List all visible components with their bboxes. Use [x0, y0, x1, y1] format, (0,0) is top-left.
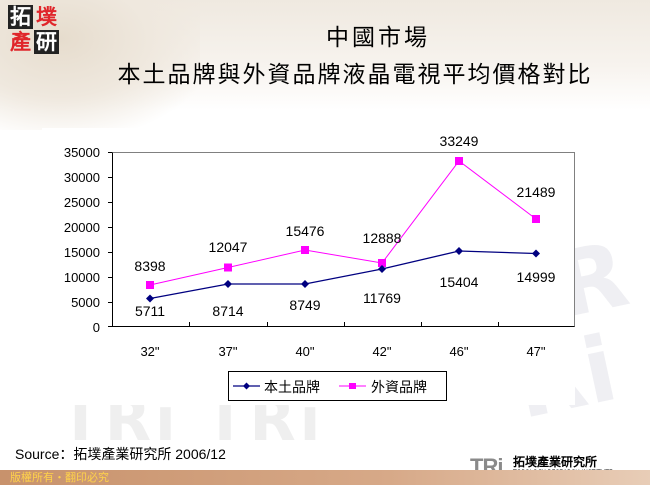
y-tick-label: 0 — [92, 320, 100, 335]
page-title: 中國市場 — [326, 25, 430, 51]
y-tick-label: 25000 — [63, 195, 100, 210]
data-label-local: 14999 — [516, 269, 556, 285]
x-tick-label: 40" — [295, 344, 315, 359]
y-tick-label: 5000 — [71, 295, 100, 310]
logo: 拓 墣 產 研 — [8, 5, 60, 55]
copyright-text: 版權所有・翻印必究 — [10, 471, 109, 484]
data-label-foreign: 21489 — [516, 184, 556, 200]
x-tick-label: 37" — [218, 344, 238, 359]
plot-area — [112, 152, 575, 327]
logo-char: 墣 — [36, 5, 57, 29]
y-tick-label: 35000 — [63, 145, 100, 160]
data-label-foreign: 12888 — [362, 230, 402, 246]
y-tick-label: 20000 — [63, 220, 100, 235]
logo-char: 研 — [34, 30, 59, 54]
chart-panel — [42, 128, 575, 405]
data-label-foreign: 8398 — [134, 258, 166, 274]
data-label-local: 5711 — [134, 303, 166, 319]
chart-legend: 本土品牌 外資品牌 — [228, 371, 447, 401]
x-tick-label: 46" — [449, 344, 469, 359]
y-tick-label: 10000 — [63, 270, 100, 285]
page-subtitle: 本土品牌與外資品牌液晶電視平均價格對比 — [117, 62, 593, 88]
legend-marker-foreign-icon — [339, 383, 366, 389]
map-texture — [0, 0, 200, 130]
data-label-foreign: 33249 — [439, 133, 479, 149]
source-note: Source：拓墣產業研究所 2006/12 — [15, 446, 226, 462]
data-label-foreign: 15476 — [285, 223, 325, 239]
logo-char: 拓 — [8, 5, 33, 29]
data-label-local: 15404 — [439, 274, 479, 290]
legend-label-local: 本土品牌 — [264, 380, 320, 396]
data-label-local: 8749 — [289, 297, 321, 313]
x-tick-label: 32" — [140, 344, 160, 359]
data-label-foreign: 12047 — [208, 239, 248, 255]
data-label-local: 8714 — [212, 303, 244, 319]
x-tick-label: 42" — [372, 344, 392, 359]
logo-char: 產 — [10, 30, 31, 54]
brand-cn: 拓墣產業研究所 — [513, 455, 598, 469]
y-tick-label: 30000 — [63, 170, 100, 185]
legend-marker-local-icon — [233, 382, 260, 390]
x-tick-label: 47" — [526, 344, 546, 359]
legend-label-foreign: 外資品牌 — [371, 380, 427, 396]
data-label-local: 11769 — [363, 290, 401, 306]
y-tick-label: 15000 — [63, 245, 100, 260]
footer-bar: 版權所有・翻印必究 — [0, 470, 650, 485]
